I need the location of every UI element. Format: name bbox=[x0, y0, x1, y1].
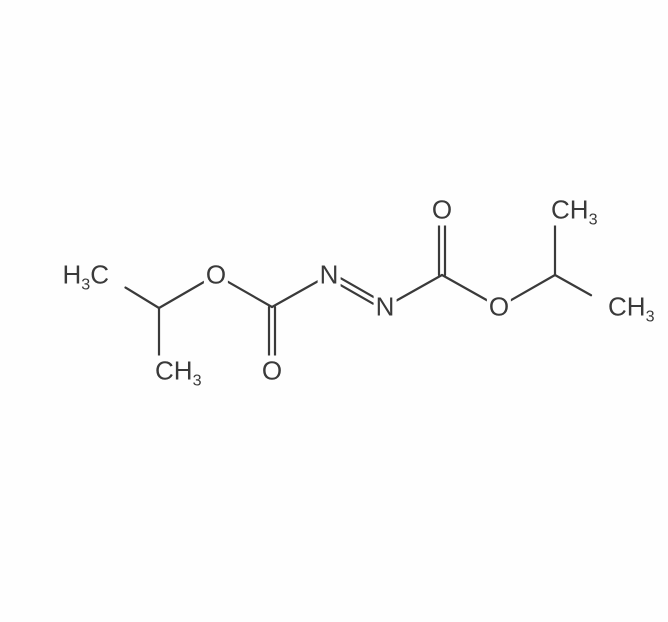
bond-layer bbox=[0, 0, 668, 622]
molecule-canvas: H3C CH3 O O N N O O CH3 CH3 bbox=[0, 0, 668, 622]
atom-c1: H3C bbox=[60, 260, 111, 291]
atom-c14: CH3 bbox=[606, 292, 657, 323]
atom-n8: N bbox=[374, 292, 397, 323]
atom-o4: O bbox=[204, 260, 228, 291]
atom-c13: CH3 bbox=[549, 195, 600, 226]
atom-n7: N bbox=[318, 260, 341, 291]
atom-o11: O bbox=[487, 292, 511, 323]
atom-o10: O bbox=[430, 195, 454, 226]
atom-c3: CH3 bbox=[153, 356, 204, 387]
atom-o6: O bbox=[260, 356, 284, 387]
